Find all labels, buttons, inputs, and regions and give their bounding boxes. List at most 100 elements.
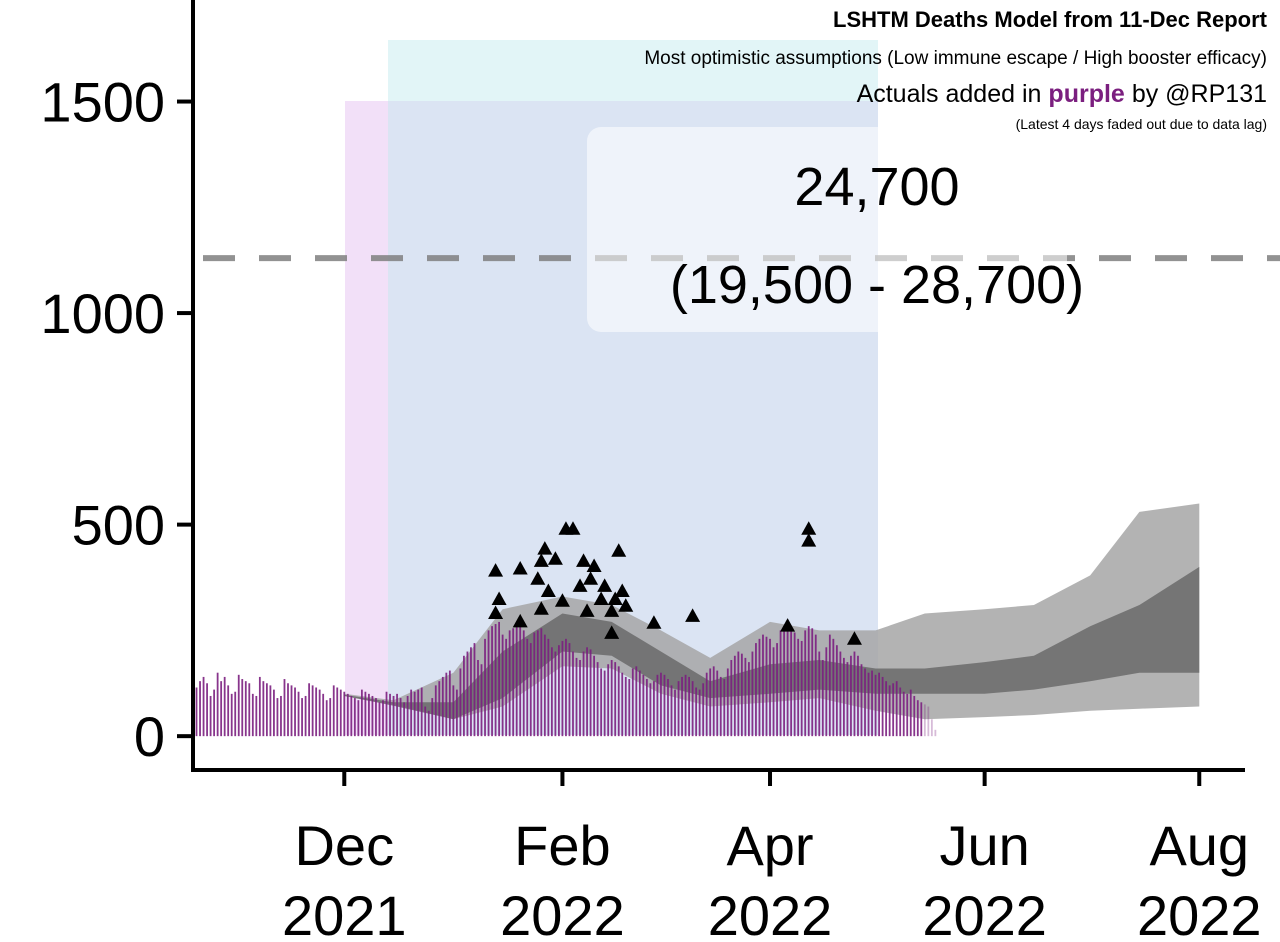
actual-bar <box>631 668 634 737</box>
actual-bar <box>480 664 483 737</box>
actual-bar <box>779 630 782 737</box>
actual-bar <box>610 660 613 737</box>
actual-bar <box>498 621 501 737</box>
actual-bar <box>248 683 251 737</box>
actual-bar <box>638 670 641 737</box>
actual-bar <box>332 685 335 737</box>
actual-bar <box>783 626 785 737</box>
model-point <box>646 615 662 629</box>
actual-bar <box>755 643 757 737</box>
actual-bar <box>846 662 849 737</box>
actual-bar <box>473 643 476 737</box>
actual-bar <box>269 685 272 737</box>
model-point <box>576 553 592 567</box>
actual-bar <box>417 689 420 737</box>
actual-bar <box>850 655 852 737</box>
x-tick-label: 2021 <box>282 884 407 942</box>
actual-bar <box>448 670 451 737</box>
actual-bar <box>818 651 821 737</box>
actual-bar <box>470 647 472 737</box>
actual-bar <box>751 651 754 737</box>
actual-bar <box>892 683 895 737</box>
actual-bar <box>568 643 571 737</box>
actual-bar <box>572 651 574 737</box>
actual-bar <box>392 695 395 737</box>
y-tick-label: 1500 <box>40 71 165 134</box>
actual-bar <box>797 638 800 737</box>
actual-bar <box>431 698 434 737</box>
actual-bar <box>399 698 402 737</box>
model-point <box>780 618 796 632</box>
actual-bar <box>885 681 888 737</box>
actual-bar <box>860 664 863 737</box>
actual-bar <box>301 698 303 737</box>
actual-bar <box>857 655 859 737</box>
model-point <box>604 625 620 639</box>
actual-bar <box>241 679 244 737</box>
actual-bar <box>733 655 736 737</box>
annotation-total: 24,700 <box>794 157 959 217</box>
actual-bar <box>220 681 223 737</box>
actual-bar <box>452 685 455 737</box>
x-tick-label: Apr <box>726 814 813 877</box>
actual-bar <box>705 672 708 737</box>
actual-bar <box>600 668 603 737</box>
actual-bar <box>688 676 690 737</box>
actual-bar <box>311 685 314 737</box>
actual-bar <box>628 679 631 737</box>
actual-bar <box>871 670 873 737</box>
actual-bar <box>930 719 933 737</box>
actual-bar <box>586 647 588 737</box>
actual-bar <box>375 698 377 737</box>
actual-bar <box>283 679 286 737</box>
actual-bar <box>508 630 511 737</box>
actual-bar <box>864 668 866 737</box>
actual-bar <box>575 657 578 737</box>
actual-bar <box>441 676 444 737</box>
actual-bar <box>427 710 430 737</box>
actual-bar <box>800 640 803 737</box>
actual-bar <box>209 695 212 737</box>
model-point <box>583 571 599 585</box>
actual-bar <box>223 676 226 737</box>
actual-bar <box>547 638 550 737</box>
y-tick-label: 0 <box>134 705 165 768</box>
x-tick-label: 2022 <box>500 884 625 942</box>
chart-title: LSHTM Deaths Model from 11-Dec Report <box>833 7 1268 32</box>
actual-bar <box>663 674 666 737</box>
actual-bar <box>878 672 880 737</box>
x-tick-label: Dec <box>294 814 394 877</box>
actual-bar <box>698 689 701 737</box>
actual-bar <box>202 676 205 737</box>
actual-bar <box>621 672 624 737</box>
actual-bar <box>368 693 370 737</box>
model-point <box>540 583 556 597</box>
model-point <box>512 613 528 628</box>
actual-bar <box>336 687 339 737</box>
actual-bar <box>909 689 912 737</box>
actual-bar <box>360 689 363 737</box>
actual-bar <box>660 672 662 737</box>
model-point <box>607 591 623 605</box>
actual-bar <box>230 693 233 737</box>
actual-bar <box>308 683 311 737</box>
axes-layer: 0 500 1000 1500 Dec 2021 Feb 2022 Apr 2022 Jun 2022… <box>40 0 1262 942</box>
actual-bar <box>487 630 490 737</box>
actual-bar <box>793 632 796 737</box>
model-point <box>586 558 602 572</box>
model-point <box>846 631 862 645</box>
actual-bar <box>881 676 884 737</box>
actual-bar <box>237 674 240 737</box>
actual-bar <box>364 691 367 737</box>
actual-bar <box>561 640 564 737</box>
model-point <box>554 593 570 607</box>
actual-bar <box>617 666 620 737</box>
model-point <box>685 608 701 622</box>
note: (Latest 4 days faded out due to data lag… <box>1016 116 1267 132</box>
actual-bar <box>853 651 856 737</box>
actual-bar <box>403 702 406 737</box>
actual-bar <box>691 681 694 737</box>
actual-bar <box>748 662 750 737</box>
actual-bar <box>758 638 761 737</box>
